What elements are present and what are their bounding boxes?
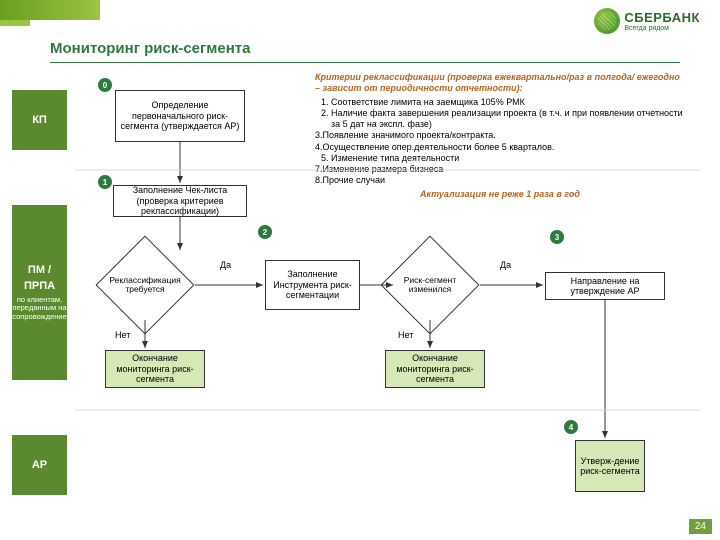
header-accent (0, 0, 100, 20)
node-instrument: Заполнение Инструмента риск-сегментации (265, 260, 360, 310)
brand-text: СБЕРБАНК Всегда рядом (624, 10, 700, 32)
lane-ar: АР (12, 435, 67, 495)
lane-kp-label: КП (32, 114, 47, 126)
brand-name: СБЕРБАНК (624, 10, 700, 25)
lane-pm-label1: ПМ / (28, 264, 51, 276)
criteria-header: Критерии реклассификации (проверка ежекв… (315, 72, 685, 95)
criteria-box: Критерии реклассификации (проверка ежекв… (315, 72, 685, 200)
badge-1: 1 (98, 175, 112, 189)
criteria-item-2: Наличие факта завершения реализации прое… (331, 108, 685, 131)
lane-kp: КП (12, 90, 67, 150)
decision-reclass-label: Реклассификация требуется (100, 250, 190, 320)
criteria-item-7: 7.Изменение размера бизнеса (315, 164, 685, 175)
node-end-1: Окончание мониторинга риск-сегмента (105, 350, 205, 388)
node-checklist: Заполнение Чек-листа (проверка критериев… (113, 185, 247, 217)
header-accent-2 (0, 20, 30, 26)
decision-reclass: Реклассификация требуется (110, 250, 180, 320)
sberbank-icon (594, 8, 620, 34)
page-title: Мониторинг риск-сегмента (50, 40, 250, 57)
node-direction: Направление на утверждение АР (545, 272, 665, 300)
criteria-item-1: Соответствие лимита на заемщика 105% РМК (331, 97, 685, 108)
criteria-item-3: 3.Появление значимого проекта/контракта. (315, 130, 685, 141)
badge-3: 3 (550, 230, 564, 244)
label-no-1: Нет (115, 330, 130, 340)
label-yes-2: Да (500, 260, 511, 270)
brand-tagline: Всегда рядом (624, 25, 669, 32)
criteria-item-4: 4.Осуществление опер.деятельности более … (315, 142, 685, 153)
criteria-item-5: Изменение типа деятельности (331, 153, 685, 164)
badge-4: 4 (564, 420, 578, 434)
lane-pm-sub: по клиентам, переданным на сопровождение (12, 296, 66, 321)
criteria-item-8: 8.Прочие случаи (315, 175, 685, 186)
criteria-footer: Актуализация не реже 1 раза в год (315, 189, 685, 200)
badge-0: 0 (98, 78, 112, 92)
decision-changed: Риск-сегмент изменился (395, 250, 465, 320)
page-number: 24 (689, 519, 712, 534)
lane-ar-label: АР (32, 459, 47, 471)
node-end-2: Окончание мониторинга риск-сегмента (385, 350, 485, 388)
label-yes-1: Да (220, 260, 231, 270)
label-no-2: Нет (398, 330, 413, 340)
node-approve: Утверж-дение риск-сегмента (575, 440, 645, 492)
node-initial: Определение первоначального риск-сегмент… (115, 90, 245, 142)
lane-pm: ПМ / ПРПА по клиентам, переданным на соп… (12, 205, 67, 380)
brand-logo: СБЕРБАНК Всегда рядом (594, 8, 700, 34)
lane-pm-label2: ПРПА (24, 280, 55, 292)
decision-changed-label: Риск-сегмент изменился (385, 250, 475, 320)
title-rule (50, 62, 680, 63)
badge-2: 2 (258, 225, 272, 239)
